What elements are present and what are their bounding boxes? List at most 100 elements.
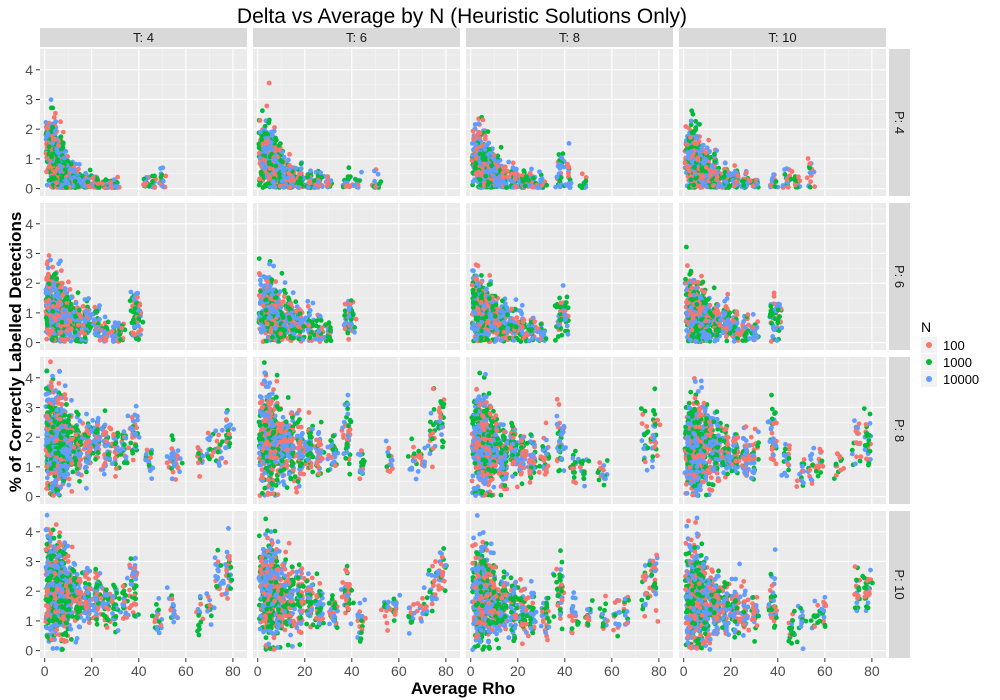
scatter-point (267, 283, 273, 289)
scatter-point (510, 160, 516, 166)
scatter-point (483, 173, 489, 179)
scatter-point (65, 180, 71, 186)
scatter-point (348, 317, 354, 322)
scatter-point (491, 156, 497, 162)
scatter-point (476, 121, 481, 126)
scatter-point (272, 170, 277, 176)
scatter-point (768, 182, 774, 188)
scatter-point (67, 287, 73, 292)
facet-strip-row-label: P: 6 (892, 265, 907, 288)
scatter-point (260, 141, 266, 147)
scatter-point (797, 178, 803, 184)
scatter-point (697, 121, 702, 127)
scatter-point (68, 161, 74, 167)
scatter-point (557, 295, 562, 301)
scatter-point (773, 179, 779, 184)
scatter-point (530, 184, 536, 190)
scatter-point (554, 174, 560, 180)
scatter-point (160, 178, 166, 184)
scatter-point (100, 181, 105, 187)
scatter-point (103, 177, 109, 183)
scatter-point (266, 80, 272, 86)
scatter-point (270, 334, 275, 340)
scatter-point (278, 305, 283, 310)
scatter-point (470, 128, 476, 134)
scatter-point (158, 166, 164, 171)
scatter-point (271, 309, 276, 315)
scatter-point (750, 183, 756, 189)
scatter-point (793, 178, 799, 184)
scatter-point (342, 313, 348, 318)
scatter-point (288, 323, 294, 329)
scatter-point (485, 129, 491, 135)
scatter-point (520, 178, 526, 184)
scatter-point (686, 152, 691, 158)
data-points (43, 80, 875, 653)
scatter-point (487, 147, 492, 152)
scatter-point (103, 335, 109, 341)
scatter-point (289, 310, 294, 316)
scatter-point (265, 288, 271, 294)
scatter-point (278, 141, 283, 147)
scatter-point (267, 166, 273, 171)
scatter-point (780, 183, 786, 188)
scatter-point (317, 313, 323, 319)
scatter-point (497, 181, 503, 187)
scatter-point (44, 169, 49, 175)
scatter-point (553, 184, 558, 190)
scatter-point (303, 315, 309, 321)
scatter-point (709, 164, 715, 169)
scatter-point (693, 125, 699, 131)
scatter-point (266, 120, 272, 126)
scatter-point (473, 142, 479, 148)
scatter-point (268, 304, 274, 310)
scatter-point (704, 184, 710, 190)
panel-points (43, 253, 146, 345)
scatter-point (558, 155, 564, 160)
scatter-point (312, 185, 317, 191)
scatter-point (291, 314, 296, 320)
scatter-point (127, 298, 133, 304)
scatter-point (293, 299, 299, 305)
scatter-point (81, 183, 86, 189)
scatter-point (297, 306, 302, 312)
scatter-point (469, 158, 475, 164)
scatter-point (694, 136, 699, 141)
scatter-point (105, 319, 111, 325)
scatter-point (296, 184, 301, 190)
facet-strip-col (466, 28, 673, 47)
scatter-point (60, 145, 66, 151)
scatter-point (310, 300, 316, 306)
scatter-point (59, 337, 65, 342)
scatter-point (95, 181, 101, 187)
scatter-point (86, 183, 91, 189)
scatter-point (59, 319, 65, 325)
scatter-point (722, 173, 727, 179)
facet-panels: T: 4 T: 6 T: 8 T: 10P: 4P: 6P: 8P: 10012340… (25, 28, 910, 679)
scatter-point (267, 261, 272, 267)
scatter-point (102, 329, 107, 334)
facet-strip-col (40, 28, 247, 47)
scatter-point (487, 169, 493, 175)
scatter-point (291, 335, 296, 341)
scatter-point (693, 118, 699, 124)
scatter-point (474, 156, 479, 161)
scatter-point (485, 182, 491, 187)
scatter-point (102, 314, 108, 320)
scatter-point (316, 179, 321, 185)
scatter-point (260, 108, 265, 114)
scatter-point (305, 303, 311, 309)
scatter-point (504, 185, 509, 191)
scatter-point (377, 181, 382, 187)
scatter-point (62, 307, 67, 313)
scatter-point (513, 184, 519, 190)
scatter-point (288, 177, 294, 183)
scatter-point (342, 326, 348, 332)
scatter-point (297, 311, 303, 316)
panel-points (682, 108, 818, 191)
scatter-point (807, 170, 813, 176)
scatter-point (298, 171, 303, 177)
scatter-point (94, 177, 100, 183)
scatter-point (55, 313, 61, 318)
scatter-point (60, 129, 66, 135)
